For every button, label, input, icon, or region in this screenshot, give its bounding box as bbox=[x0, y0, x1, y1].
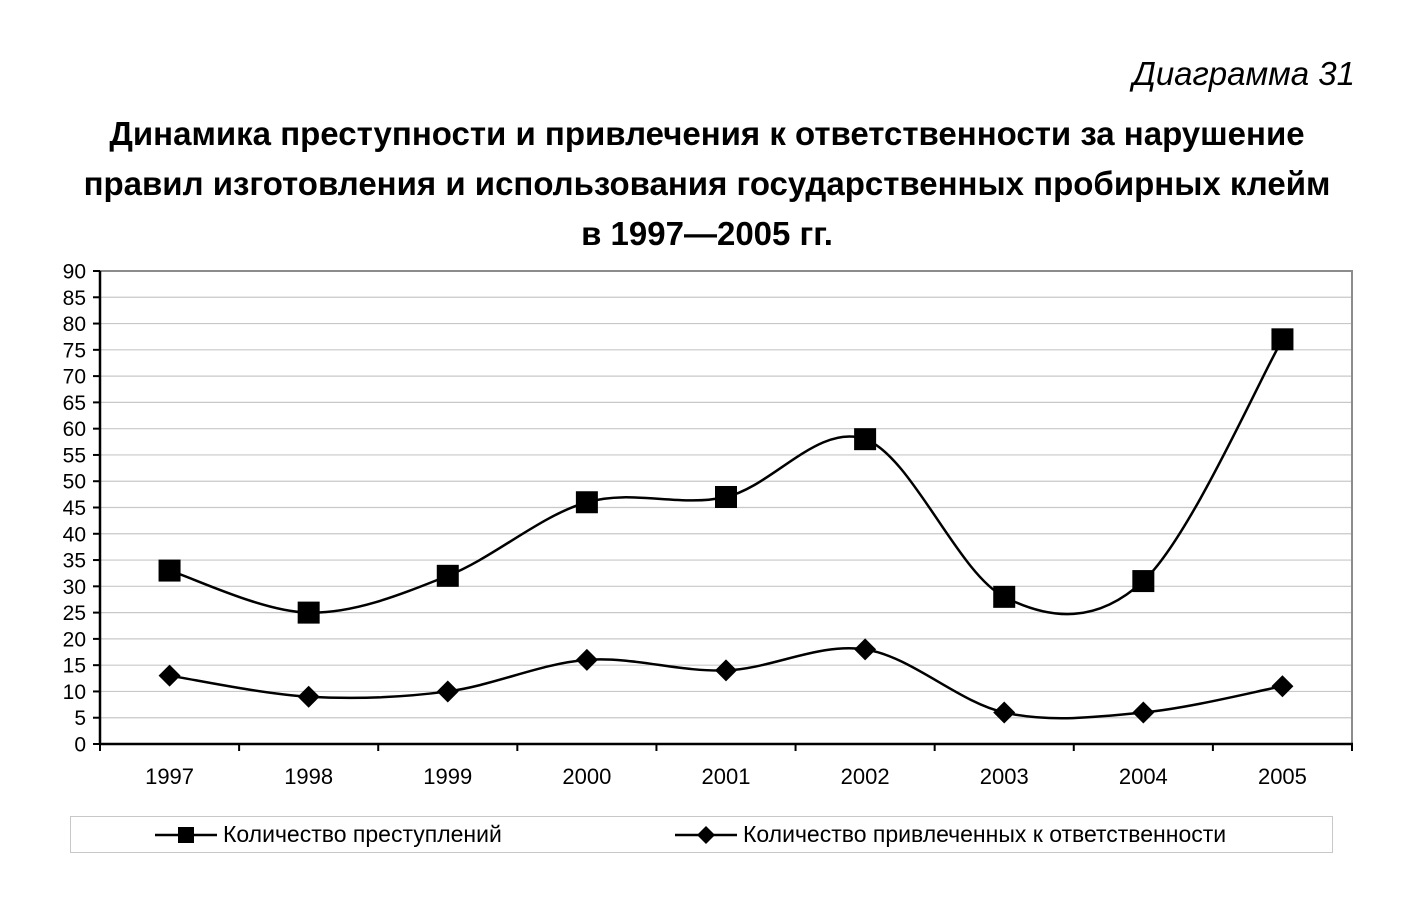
legend-diamond-marker-icon bbox=[675, 825, 737, 844]
y-tick-label: 40 bbox=[63, 523, 86, 546]
x-tick-label: 2003 bbox=[980, 764, 1029, 789]
legend: Количество преступлений Количество привл… bbox=[70, 816, 1333, 853]
legend-item-prosecuted: Количество привлеченных к ответственност… bbox=[675, 817, 1226, 852]
legend-item-crimes: Количество преступлений bbox=[155, 817, 502, 852]
data-point-marker bbox=[854, 428, 877, 451]
data-point-marker bbox=[1271, 675, 1294, 698]
y-tick-label: 25 bbox=[63, 602, 86, 625]
data-point-marker bbox=[993, 701, 1016, 724]
x-tick-label: 2004 bbox=[1119, 764, 1168, 789]
data-point-marker bbox=[158, 559, 181, 582]
series-line bbox=[169, 338, 1284, 616]
y-axis: 0 5 10 15 20 25 30 35 40 45 50 55 60 65 70 75 80 85 90 bbox=[63, 261, 102, 757]
data-point-marker bbox=[715, 659, 737, 682]
x-tick-label: 1997 bbox=[145, 764, 194, 789]
y-tick-label: 80 bbox=[63, 313, 86, 336]
data-point-marker bbox=[993, 585, 1016, 608]
y-tick-label: 30 bbox=[63, 576, 86, 599]
data-point-marker bbox=[715, 485, 737, 508]
data-point-marker bbox=[854, 638, 877, 661]
data-point-marker bbox=[297, 601, 320, 624]
y-tick-label: 60 bbox=[63, 418, 86, 441]
y-tick-label: 75 bbox=[63, 339, 86, 362]
data-point-marker bbox=[1132, 701, 1155, 724]
y-tick-label: 20 bbox=[63, 628, 86, 651]
x-axis: 1997 1998 1999 2000 2001 2002 2003 2004 2005 bbox=[99, 742, 1353, 789]
legend-label-crimes: Количество преступлений bbox=[223, 821, 502, 847]
x-tick-label: 2005 bbox=[1258, 764, 1307, 789]
x-tick-label: 1998 bbox=[284, 764, 333, 789]
data-point-marker bbox=[1271, 328, 1294, 351]
series-2 bbox=[158, 638, 1294, 724]
y-tick-label: 85 bbox=[63, 287, 86, 310]
legend-label-prosecuted: Количество привлеченных к ответственност… bbox=[743, 821, 1227, 847]
data-point-marker bbox=[436, 564, 459, 587]
x-tick-label: 2001 bbox=[702, 764, 751, 789]
x-tick-label: 2000 bbox=[562, 764, 611, 789]
chart-title: Динамика преступности и привлечения к от… bbox=[83, 115, 1331, 252]
y-tick-label: 5 bbox=[74, 707, 86, 730]
data-point-marker bbox=[436, 680, 459, 703]
data-point-marker bbox=[297, 685, 320, 708]
series-1 bbox=[158, 328, 1294, 624]
data-point-marker bbox=[575, 648, 598, 671]
x-tick-label: 2002 bbox=[841, 764, 890, 789]
data-point-marker bbox=[1132, 570, 1155, 593]
y-tick-label: 45 bbox=[63, 497, 86, 520]
line-chart: 0 5 10 15 20 25 30 35 40 45 50 55 60 65 70 75 80 85 90 1997… bbox=[63, 261, 1353, 789]
y-tick-label: 15 bbox=[63, 655, 86, 678]
y-tick-label: 0 bbox=[74, 734, 86, 757]
y-tick-label: 35 bbox=[63, 550, 86, 573]
y-tick-label: 10 bbox=[63, 681, 86, 704]
legend-square-marker-icon bbox=[155, 826, 217, 843]
data-point-marker bbox=[158, 664, 181, 687]
y-tick-label: 55 bbox=[63, 444, 86, 467]
y-tick-label: 90 bbox=[63, 261, 86, 284]
y-tick-label: 70 bbox=[63, 366, 86, 389]
x-tick-label: 1999 bbox=[423, 764, 472, 789]
diagram-number: Диаграмма 31 bbox=[1132, 55, 1355, 92]
y-tick-label: 65 bbox=[63, 392, 86, 415]
y-tick-label: 50 bbox=[63, 471, 86, 494]
data-point-marker bbox=[575, 491, 598, 514]
series-line bbox=[169, 647, 1283, 720]
